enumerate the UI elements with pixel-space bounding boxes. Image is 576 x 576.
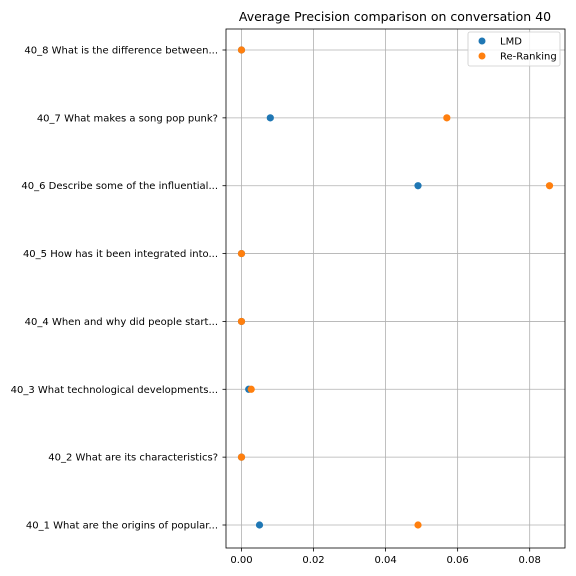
- y-tick-label: 40_3 What technological developments...: [11, 385, 218, 396]
- y-tick-label: 40_8 What is the difference between...: [24, 46, 218, 57]
- legend-marker-lmd: [478, 37, 486, 45]
- x-tick-label: 0.02: [302, 555, 324, 566]
- point-re-ranking: [237, 317, 246, 326]
- chart-title: Average Precision comparison on conversa…: [239, 9, 551, 24]
- x-tick-label: 0.08: [519, 555, 541, 566]
- data-points: [237, 46, 554, 529]
- axes: 0.00 0.02 0.04 0.06 0.08 40_1 What are the or…: [11, 46, 541, 567]
- point-lmd: [266, 114, 274, 122]
- point-lmd: [255, 521, 264, 529]
- plot-frame: [225, 28, 566, 549]
- point-re-ranking: [237, 46, 246, 54]
- legend-box: [467, 31, 561, 67]
- x-tick-label: 0.06: [447, 555, 469, 566]
- point-re-ranking: [237, 249, 246, 258]
- y-tick-label: 40_2 What are its characteristics?: [48, 453, 218, 464]
- legend-marker-reranking: [478, 52, 486, 60]
- y-tick-label: 40_5 How has it been integrated into...: [23, 249, 218, 260]
- point-lmd: [414, 182, 422, 190]
- x-tick-label: 0.04: [374, 555, 396, 566]
- legend-label-reranking: Re-Ranking: [500, 52, 557, 63]
- point-re-ranking: [545, 182, 554, 190]
- y-tick-label: 40_7 What makes a song pop punk?: [37, 113, 218, 124]
- point-re-ranking: [237, 453, 246, 461]
- x-tick-label: 0.00: [230, 555, 252, 566]
- y-tick-label: 40_6 Describe some of the influential...: [21, 181, 218, 192]
- legend-label-lmd: LMD: [500, 37, 522, 48]
- point-re-ranking: [443, 114, 451, 122]
- grid: [226, 29, 565, 548]
- y-tick-label: 40_4 When and why did people start...: [25, 317, 218, 328]
- point-re-ranking: [247, 385, 255, 393]
- legend: LMD Re-Ranking: [467, 31, 561, 67]
- y-tick-label: 40_1 What are the origins of popular...: [26, 521, 218, 532]
- point-re-ranking: [414, 521, 422, 529]
